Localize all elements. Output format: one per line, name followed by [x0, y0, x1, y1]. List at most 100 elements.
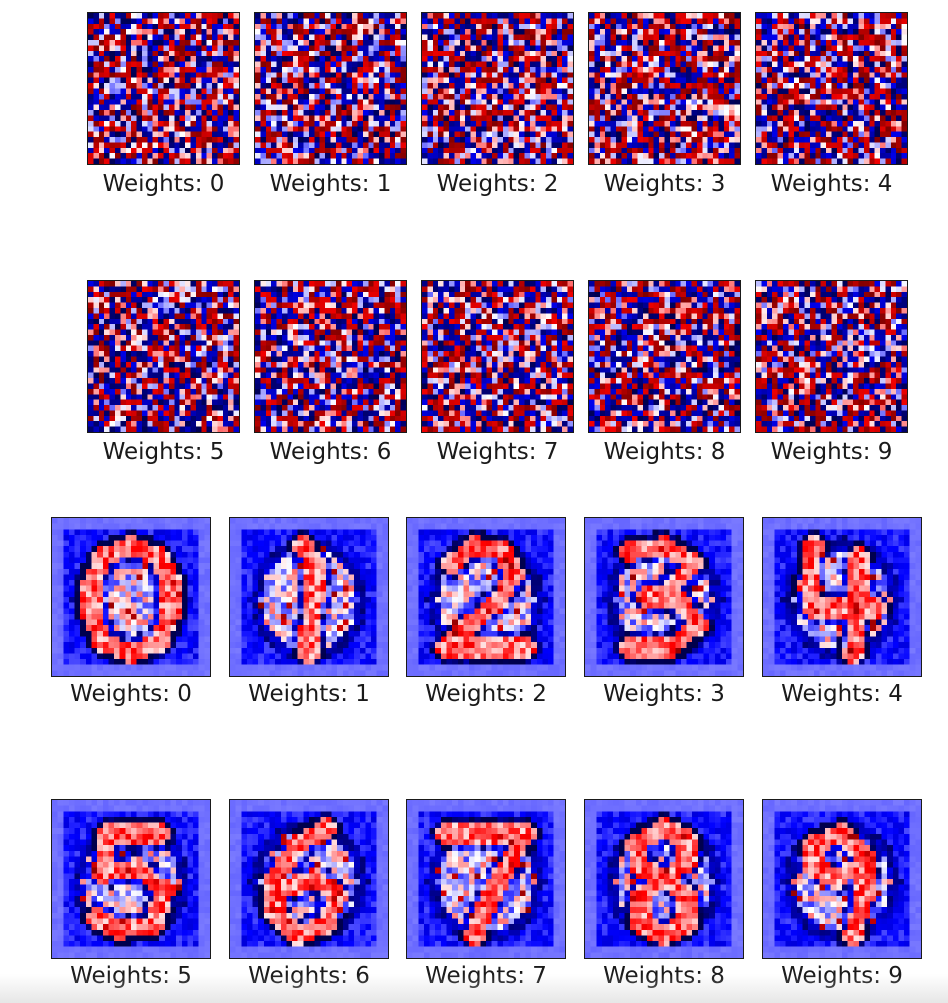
heatmap-cell: [152, 307, 159, 314]
heatmap-cell: [793, 115, 800, 121]
heatmap-cell: [610, 93, 617, 100]
heatmap-cell: [718, 120, 724, 127]
heatmap-cell: [626, 115, 633, 121]
heatmap-cell: [98, 99, 105, 105]
heatmap-cell: [335, 45, 342, 51]
heatmap-cell: [702, 13, 708, 19]
heatmap-cell: [114, 50, 121, 57]
heatmap-cell: [626, 142, 633, 148]
heatmap-cell: [104, 426, 110, 432]
heatmap-cell: [163, 77, 170, 84]
heatmap-cell: [255, 83, 261, 89]
heatmap-cell: [368, 291, 374, 298]
heatmap-cell: [131, 99, 137, 105]
heatmap-cell: [206, 291, 213, 298]
heatmap-cell: [853, 142, 859, 148]
heatmap-cell: [847, 131, 854, 138]
heatmap-cell: [168, 147, 175, 154]
heatmap-cell: [174, 93, 180, 100]
heatmap-cell: [303, 153, 310, 159]
heatmap-cell: [713, 88, 719, 95]
heatmap-cell: [847, 120, 854, 127]
heatmap-cell: [362, 142, 369, 148]
heatmap-cell: [594, 126, 600, 132]
heatmap-cell: [793, 93, 800, 100]
heatmap-cell: [174, 334, 180, 341]
heatmap-cell: [147, 281, 153, 287]
heatmap-cell: [265, 104, 272, 111]
heatmap-cell: [809, 142, 816, 148]
heatmap-cell: [131, 39, 137, 46]
heatmap-cell: [233, 378, 239, 384]
heatmap-cell: [863, 23, 870, 30]
heatmap-cell: [486, 142, 493, 148]
heatmap-cell: [201, 66, 207, 73]
heatmap-cell: [190, 415, 196, 422]
heatmap-cell: [664, 23, 671, 30]
heatmap-cell: [626, 39, 633, 46]
heatmap-cell: [163, 131, 170, 138]
heatmap-cell: [292, 93, 299, 100]
heatmap-cell: [308, 281, 315, 287]
heatmap-cell: [896, 104, 902, 111]
heatmap-cell: [669, 104, 676, 111]
heatmap-cell: [98, 302, 105, 309]
heatmap-cell: [325, 302, 331, 309]
heatmap-cell: [632, 23, 638, 30]
heatmap-cell: [880, 110, 886, 116]
heatmap-cell: [551, 34, 557, 41]
heatmap-cell: [535, 131, 541, 138]
heatmap-cell: [890, 66, 897, 73]
heatmap-cell: [567, 115, 573, 121]
heatmap-cell: [594, 93, 600, 100]
heatmap-cell: [815, 72, 821, 78]
heatmap-cell: [88, 126, 94, 132]
heatmap-cell: [217, 110, 223, 116]
heatmap-cell: [125, 61, 132, 68]
heatmap-cell: [524, 142, 530, 148]
heatmap-cell: [621, 72, 627, 78]
heatmap-cell: [820, 23, 827, 30]
heatmap-cell: [308, 313, 315, 319]
heatmap-cell: [815, 93, 821, 100]
heatmap-cell: [470, 77, 477, 84]
heatmap-cell: [195, 399, 202, 406]
heatmap-cell: [368, 50, 374, 57]
heatmap-cell: [389, 307, 396, 314]
heatmap-cell: [109, 372, 116, 379]
heatmap-cell: [98, 340, 105, 346]
heatmap-cell: [766, 56, 773, 62]
heatmap-cell: [610, 153, 617, 159]
heatmap-cell: [869, 147, 875, 154]
heatmap-cell: [901, 50, 907, 57]
heatmap-cell: [691, 131, 697, 138]
heatmap-cell: [141, 372, 148, 379]
heatmap-cell: [804, 29, 811, 35]
heatmap-cell: [325, 131, 331, 138]
heatmap-cell: [190, 324, 196, 330]
heatmap-cell: [729, 23, 735, 30]
heatmap-cell: [98, 93, 105, 100]
heatmap-cell: [206, 45, 213, 51]
heatmap-cell: [147, 56, 153, 62]
heatmap-cell: [357, 88, 363, 95]
heatmap-cell: [729, 18, 735, 24]
heatmap-cell: [546, 13, 552, 19]
heatmap-cell: [109, 297, 116, 303]
heatmap-cell: [319, 131, 326, 138]
heatmap-cell: [896, 120, 902, 127]
heatmap-cell: [901, 142, 907, 148]
heatmap-cell: [233, 367, 239, 373]
heatmap-cell: [475, 29, 482, 35]
heatmap-cell: [890, 61, 897, 68]
heatmap-cell: [163, 383, 170, 389]
heatmap-cell: [195, 405, 202, 411]
heatmap-cell: [556, 34, 563, 41]
heatmap-cell: [346, 61, 353, 68]
heatmap-cell: [163, 340, 170, 346]
heatmap-cell: [524, 158, 530, 164]
heatmap-cell: [104, 120, 110, 127]
heatmap-cell: [562, 126, 568, 132]
heatmap-cell: [147, 307, 153, 314]
heatmap-cell: [901, 56, 907, 62]
